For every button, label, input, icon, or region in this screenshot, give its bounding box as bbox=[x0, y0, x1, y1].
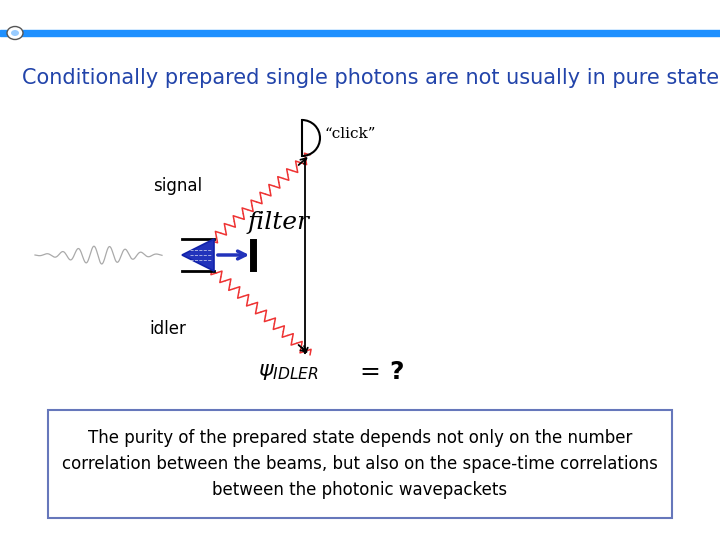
Ellipse shape bbox=[7, 26, 23, 39]
Text: signal: signal bbox=[153, 177, 202, 195]
FancyBboxPatch shape bbox=[48, 410, 672, 518]
Text: filter: filter bbox=[248, 211, 310, 233]
Text: $= \,\mathbf{?}$: $= \,\mathbf{?}$ bbox=[355, 360, 405, 384]
Text: idler: idler bbox=[150, 320, 186, 338]
Text: Conditionally prepared single photons are not usually in pure states: Conditionally prepared single photons ar… bbox=[22, 68, 720, 88]
Ellipse shape bbox=[11, 30, 19, 36]
Polygon shape bbox=[182, 239, 214, 271]
Text: The purity of the prepared state depends not only on the number
correlation betw: The purity of the prepared state depends… bbox=[62, 429, 658, 500]
Bar bbox=[0, 30, 720, 36]
Text: “click”: “click” bbox=[324, 127, 376, 141]
Text: $\psi_{IDLER}$: $\psi_{IDLER}$ bbox=[258, 362, 319, 382]
